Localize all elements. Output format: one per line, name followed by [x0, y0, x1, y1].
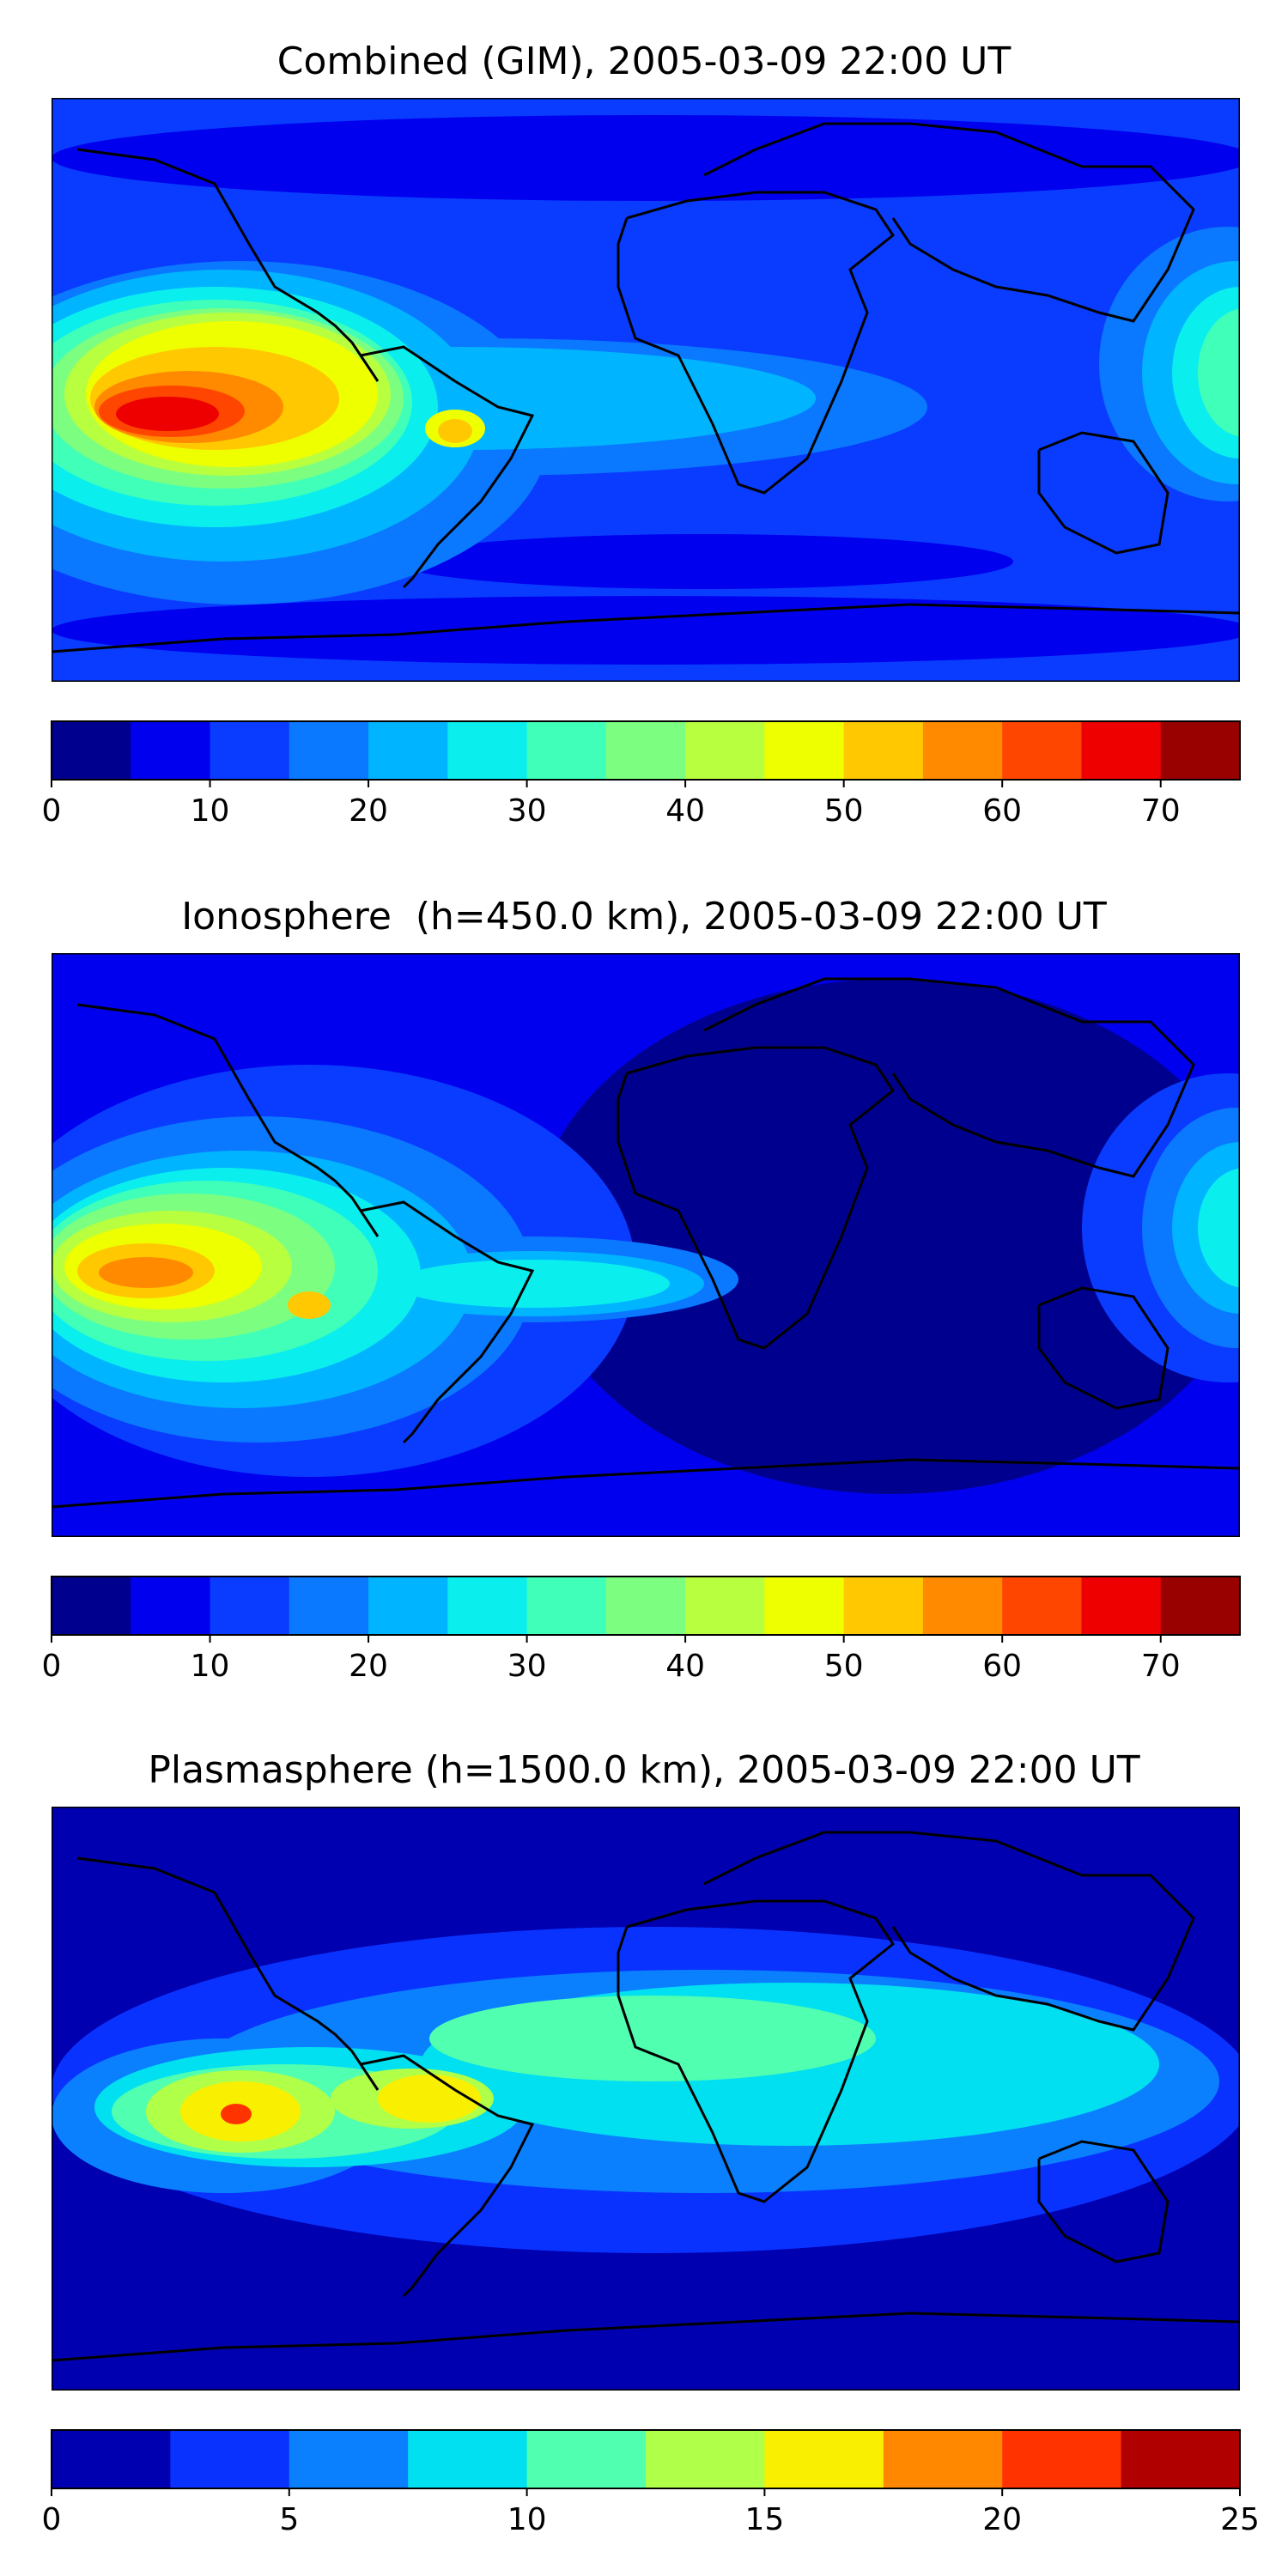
colorbar-tick-label: 20 [982, 2502, 1022, 2537]
colorbar-svg: 0 10 20 30 40 50 60 70 [42, 720, 1241, 829]
colorbar-cell [526, 2430, 647, 2488]
colorbar-cell [447, 721, 528, 780]
colorbar-cell [1002, 1577, 1083, 1635]
colorbar-cell [131, 721, 211, 780]
colorbar-cell [289, 721, 369, 780]
colorbar-cell [646, 2430, 765, 2488]
map-title: Plasmasphere (h=1500.0 km), 2005-03-09 2… [148, 1748, 1140, 1792]
colorbar-tick-label: 30 [507, 1649, 547, 1684]
colorbar-cell [685, 721, 765, 780]
colorbar-cell [170, 2430, 290, 2488]
colorbar-tick-label: 60 [982, 1649, 1022, 1684]
colorbar-cell [605, 1577, 686, 1635]
colorbar-svg: 0 5 10 15 20 25 [42, 2429, 1260, 2537]
colorbar-cell [922, 721, 1003, 780]
colorbar-cell [526, 721, 607, 780]
colorbar-tick-label: 20 [349, 793, 388, 829]
colorbar-ticks: 0 10 20 30 40 50 60 70 [42, 780, 1181, 829]
colorbar-cell [368, 1577, 448, 1635]
colorbar-tick-label: 0 [42, 793, 62, 829]
colorbar-cell [1081, 1577, 1162, 1635]
tec-map-ionosphere [52, 953, 1240, 1537]
map-title: Ionosphere (h=450.0 km), 2005-03-09 22:0… [181, 895, 1107, 939]
colorbar-cell [52, 2430, 171, 2488]
colorbar-tick-label: 0 [42, 1649, 62, 1684]
colorbar-tick-label: 15 [744, 2502, 784, 2537]
colorbar-tick-label: 30 [507, 793, 547, 829]
colorbar-cell [883, 2430, 1003, 2488]
colorbar-tick-label: 50 [824, 793, 864, 829]
colorbar-ticks: 0 10 20 30 40 50 60 70 [42, 1635, 1181, 1684]
colorbar-svg: 0 10 20 30 40 50 60 70 [42, 1576, 1241, 1684]
colorbar-tick-label: 5 [279, 2502, 299, 2537]
colorbar-cell [1002, 721, 1083, 780]
colorbar-tick-label: 0 [42, 2502, 62, 2537]
colorbar: 0 10 20 30 40 50 60 70 [42, 720, 1241, 829]
colorbar: 0 10 20 30 40 50 60 70 [42, 1576, 1241, 1684]
colorbar-tick-label: 25 [1220, 2502, 1260, 2537]
colorbar-cell [210, 1577, 290, 1635]
colorbar-tick-label: 40 [665, 793, 705, 829]
colorbar-tick-label: 10 [507, 2502, 547, 2537]
colorbar-tick-label: 40 [665, 1649, 705, 1684]
colorbar-cell [289, 2430, 409, 2488]
colorbar-cell [526, 1577, 607, 1635]
colorbar: 0 5 10 15 20 25 [42, 2429, 1260, 2537]
colorbar-tick-label: 50 [824, 1649, 864, 1684]
colorbar-cell [1160, 721, 1241, 780]
colorbar-tick-label: 20 [349, 1649, 388, 1684]
colorbar-cell [685, 1577, 765, 1635]
colorbar-ticks: 0 5 10 15 20 25 [42, 2488, 1260, 2537]
map-title: Combined (GIM), 2005-03-09 22:00 UT [276, 39, 1012, 83]
colorbar-cells [52, 2430, 1241, 2488]
colorbar-tick-label: 60 [982, 793, 1022, 829]
colorbar-cell [289, 1577, 369, 1635]
colorbar-tick-label: 10 [191, 793, 230, 829]
tec-map-combined [52, 98, 1240, 682]
colorbar-cell [447, 1577, 528, 1635]
colorbar-cells [52, 721, 1241, 780]
colorbar-cell [843, 1577, 924, 1635]
colorbar-cell [764, 1577, 845, 1635]
colorbar-tick-label: 70 [1141, 793, 1181, 829]
colorbar-tick-label: 10 [191, 1649, 230, 1684]
colorbar-cells [52, 1577, 1241, 1635]
colorbar-tick-label: 70 [1141, 1649, 1181, 1684]
colorbar-cell [1081, 721, 1162, 780]
colorbar-cell [764, 721, 845, 780]
colorbar-cell [1121, 2430, 1241, 2488]
colorbar-cell [210, 721, 290, 780]
colorbar-cell [408, 2430, 528, 2488]
colorbar-cell [764, 2430, 884, 2488]
colorbar-cell [368, 721, 448, 780]
colorbar-cell [52, 1577, 131, 1635]
tec-map-plasmasphere [52, 1807, 1240, 2391]
colorbar-cell [1160, 1577, 1241, 1635]
colorbar-cell [1002, 2430, 1122, 2488]
colorbar-cell [605, 721, 686, 780]
colorbar-cell [922, 1577, 1003, 1635]
colorbar-cell [131, 1577, 211, 1635]
colorbar-cell [843, 721, 924, 780]
colorbar-cell [52, 721, 131, 780]
